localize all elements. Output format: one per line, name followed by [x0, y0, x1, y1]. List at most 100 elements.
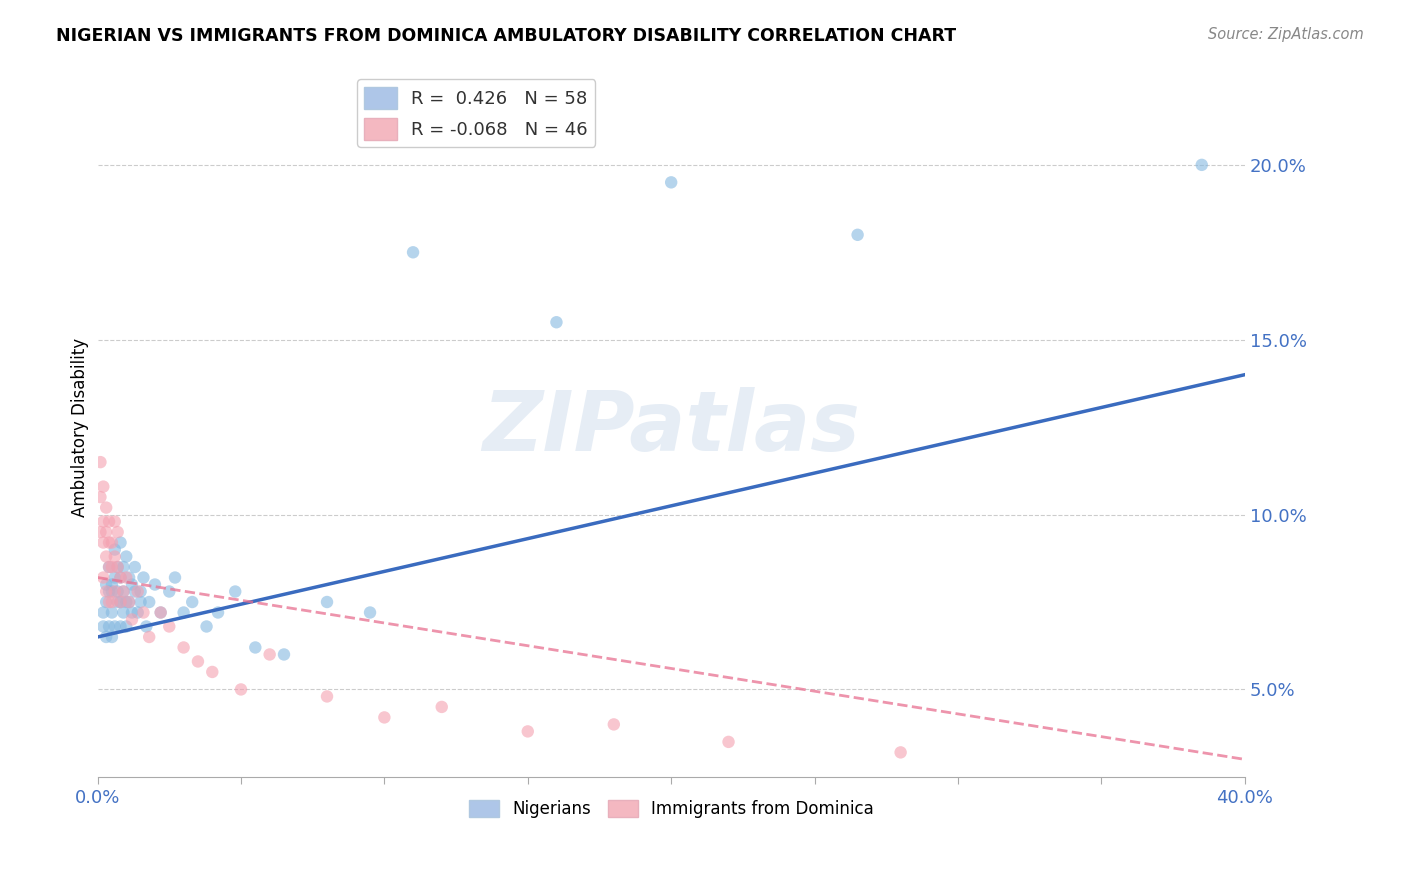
- Point: [149, 606, 172, 620]
- Point: [104, 584, 127, 599]
- Point: [98, 515, 121, 529]
- Legend: Nigerians, Immigrants from Dominica: Nigerians, Immigrants from Dominica: [463, 793, 880, 824]
- Point: [132, 606, 155, 620]
- Point: [91, 606, 114, 620]
- Point: [118, 570, 141, 584]
- Point: [163, 570, 186, 584]
- Point: [121, 613, 143, 627]
- Point: [135, 619, 157, 633]
- Point: [516, 724, 538, 739]
- Point: [91, 619, 114, 633]
- Point: [149, 606, 172, 620]
- Point: [121, 606, 143, 620]
- Point: [107, 595, 129, 609]
- Point: [124, 560, 146, 574]
- Point: [229, 682, 252, 697]
- Point: [101, 584, 124, 599]
- Point: [187, 655, 209, 669]
- Point: [118, 595, 141, 609]
- Point: [98, 619, 121, 633]
- Point: [101, 595, 124, 609]
- Point: [201, 665, 224, 679]
- Point: [132, 570, 155, 584]
- Text: ZIPatlas: ZIPatlas: [482, 386, 860, 467]
- Point: [107, 524, 129, 539]
- Point: [104, 542, 127, 557]
- Point: [717, 735, 740, 749]
- Point: [98, 584, 121, 599]
- Point: [143, 577, 166, 591]
- Point: [101, 630, 124, 644]
- Point: [107, 560, 129, 574]
- Point: [316, 595, 339, 609]
- Point: [107, 560, 129, 574]
- Point: [127, 584, 149, 599]
- Point: [115, 595, 138, 609]
- Point: [115, 570, 138, 584]
- Point: [245, 640, 267, 655]
- Point: [846, 227, 869, 242]
- Point: [91, 480, 114, 494]
- Point: [112, 584, 135, 599]
- Point: [157, 619, 180, 633]
- Point: [89, 455, 111, 469]
- Point: [110, 595, 132, 609]
- Point: [115, 549, 138, 564]
- Point: [112, 584, 135, 599]
- Point: [96, 584, 118, 599]
- Point: [259, 648, 281, 662]
- Point: [104, 515, 127, 529]
- Point: [173, 640, 195, 655]
- Point: [603, 717, 626, 731]
- Text: Source: ZipAtlas.com: Source: ZipAtlas.com: [1208, 27, 1364, 42]
- Point: [89, 524, 111, 539]
- Point: [157, 584, 180, 599]
- Point: [373, 710, 395, 724]
- Point: [101, 606, 124, 620]
- Point: [546, 315, 568, 329]
- Point: [96, 595, 118, 609]
- Point: [138, 630, 160, 644]
- Point: [112, 560, 135, 574]
- Point: [181, 595, 204, 609]
- Point: [104, 619, 127, 633]
- Point: [129, 595, 152, 609]
- Point: [124, 584, 146, 599]
- Point: [96, 500, 118, 515]
- Point: [96, 630, 118, 644]
- Point: [127, 606, 149, 620]
- Point: [101, 577, 124, 591]
- Point: [121, 577, 143, 591]
- Point: [129, 584, 152, 599]
- Point: [110, 595, 132, 609]
- Point: [359, 606, 381, 620]
- Point: [402, 245, 425, 260]
- Point: [110, 535, 132, 549]
- Point: [195, 619, 218, 633]
- Point: [207, 606, 229, 620]
- Point: [107, 584, 129, 599]
- Point: [104, 549, 127, 564]
- Point: [138, 595, 160, 609]
- Point: [101, 560, 124, 574]
- Point: [104, 570, 127, 584]
- Text: NIGERIAN VS IMMIGRANTS FROM DOMINICA AMBULATORY DISABILITY CORRELATION CHART: NIGERIAN VS IMMIGRANTS FROM DOMINICA AMB…: [56, 27, 956, 45]
- Point: [110, 619, 132, 633]
- Point: [112, 606, 135, 620]
- Point: [110, 570, 132, 584]
- Point: [430, 700, 453, 714]
- Point: [98, 560, 121, 574]
- Point: [316, 690, 339, 704]
- Point: [98, 595, 121, 609]
- Point: [96, 524, 118, 539]
- Point: [96, 577, 118, 591]
- Point: [118, 595, 141, 609]
- Point: [659, 175, 682, 189]
- Point: [890, 745, 912, 759]
- Point: [91, 570, 114, 584]
- Point: [173, 606, 195, 620]
- Point: [1191, 158, 1213, 172]
- Point: [115, 619, 138, 633]
- Point: [98, 560, 121, 574]
- Point: [101, 535, 124, 549]
